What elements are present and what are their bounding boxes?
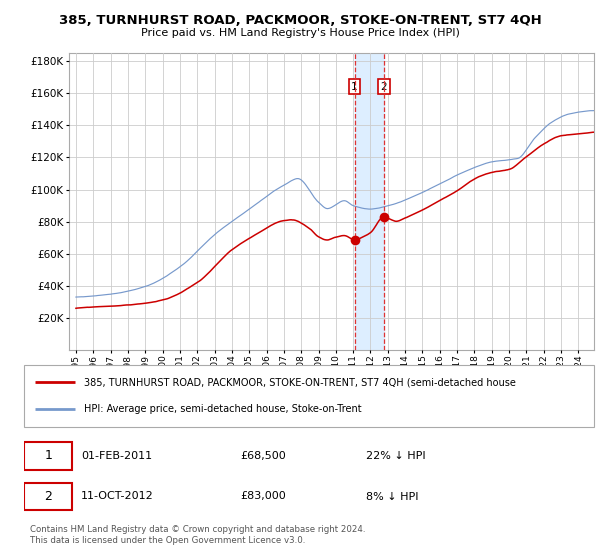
Text: 01-FEB-2011: 01-FEB-2011 bbox=[81, 451, 152, 461]
Text: 1: 1 bbox=[351, 82, 358, 92]
Text: 8% ↓ HPI: 8% ↓ HPI bbox=[366, 492, 419, 502]
FancyBboxPatch shape bbox=[24, 442, 73, 470]
FancyBboxPatch shape bbox=[24, 483, 73, 510]
Text: HPI: Average price, semi-detached house, Stoke-on-Trent: HPI: Average price, semi-detached house,… bbox=[84, 404, 361, 414]
Text: 1: 1 bbox=[44, 449, 52, 462]
Text: Contains HM Land Registry data © Crown copyright and database right 2024.
This d: Contains HM Land Registry data © Crown c… bbox=[30, 525, 365, 545]
Bar bbox=[355, 53, 384, 350]
Text: £68,500: £68,500 bbox=[241, 451, 286, 461]
Text: 22% ↓ HPI: 22% ↓ HPI bbox=[366, 451, 425, 461]
Text: 2: 2 bbox=[380, 82, 388, 92]
Text: £83,000: £83,000 bbox=[241, 492, 286, 502]
FancyBboxPatch shape bbox=[24, 365, 594, 427]
Text: 2: 2 bbox=[44, 490, 52, 503]
Text: Price paid vs. HM Land Registry's House Price Index (HPI): Price paid vs. HM Land Registry's House … bbox=[140, 28, 460, 38]
Text: 385, TURNHURST ROAD, PACKMOOR, STOKE-ON-TRENT, ST7 4QH (semi-detached house: 385, TURNHURST ROAD, PACKMOOR, STOKE-ON-… bbox=[84, 377, 516, 388]
Text: 11-OCT-2012: 11-OCT-2012 bbox=[81, 492, 154, 502]
Text: 385, TURNHURST ROAD, PACKMOOR, STOKE-ON-TRENT, ST7 4QH: 385, TURNHURST ROAD, PACKMOOR, STOKE-ON-… bbox=[59, 14, 541, 27]
